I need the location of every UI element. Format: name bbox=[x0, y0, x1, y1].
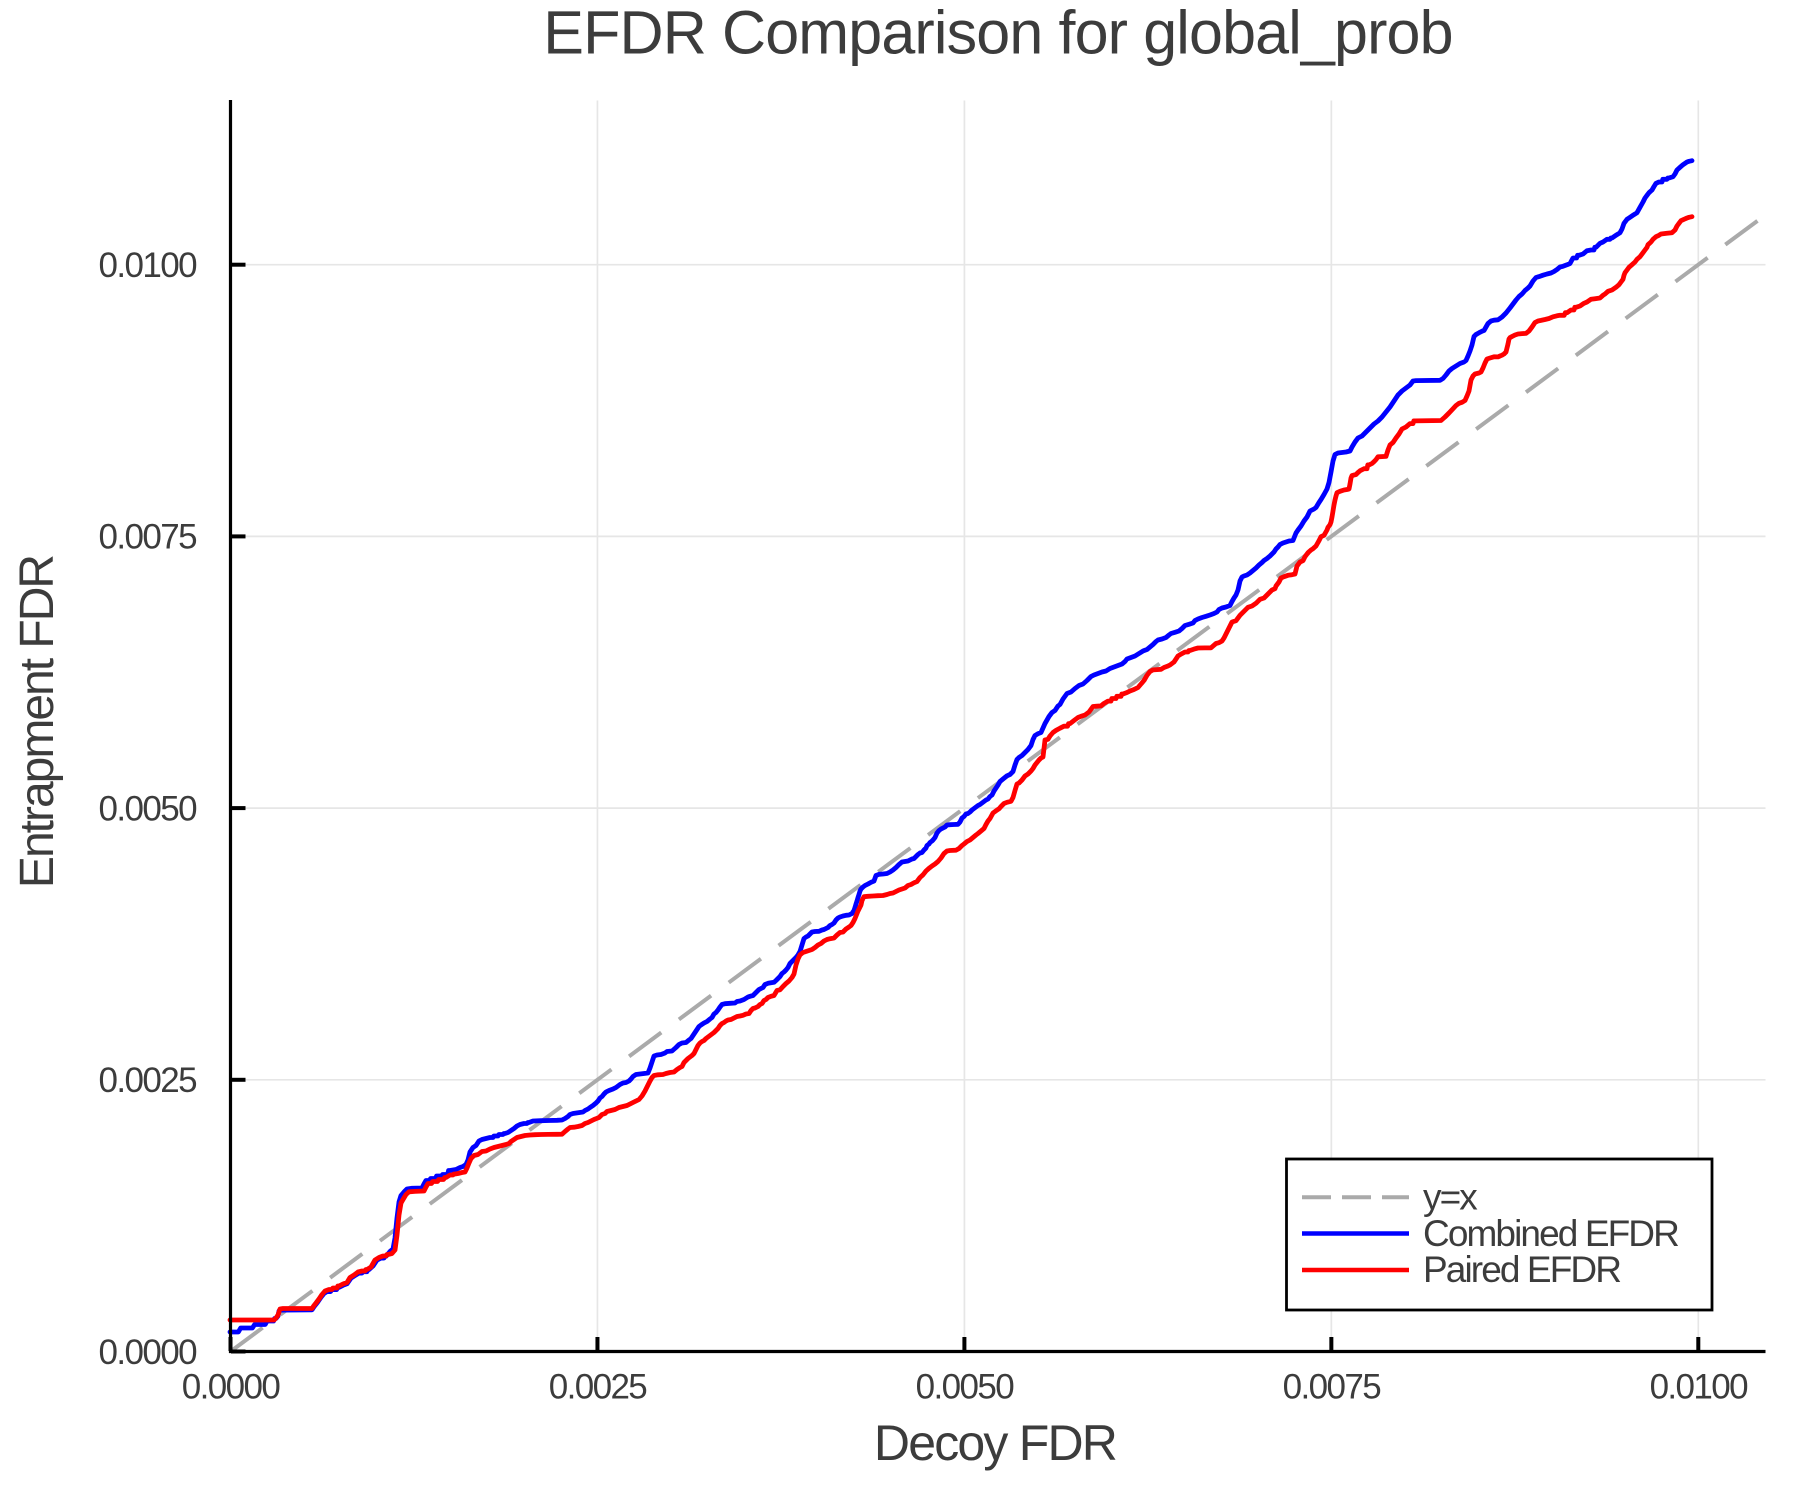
svg-text:Paired EFDR: Paired EFDR bbox=[1423, 1249, 1620, 1290]
svg-text:0.0075: 0.0075 bbox=[1283, 1368, 1381, 1407]
svg-text:0.0025: 0.0025 bbox=[549, 1368, 647, 1407]
svg-text:Entrapment FDR: Entrapment FDR bbox=[11, 556, 64, 888]
svg-text:0.0075: 0.0075 bbox=[99, 518, 197, 557]
svg-text:0.0050: 0.0050 bbox=[916, 1368, 1015, 1407]
svg-text:Decoy FDR: Decoy FDR bbox=[874, 1415, 1116, 1471]
svg-text:0.0050: 0.0050 bbox=[99, 789, 198, 828]
svg-text:0.0000: 0.0000 bbox=[182, 1368, 281, 1407]
svg-text:0.0100: 0.0100 bbox=[1650, 1368, 1749, 1407]
svg-text:0.0025: 0.0025 bbox=[99, 1061, 197, 1100]
svg-text:Combined EFDR: Combined EFDR bbox=[1423, 1213, 1678, 1254]
svg-text:0.0100: 0.0100 bbox=[99, 246, 198, 285]
svg-text:0.0000: 0.0000 bbox=[99, 1333, 198, 1372]
svg-text:EFDR Comparison for global_pro: EFDR Comparison for global_prob bbox=[543, 0, 1452, 67]
svg-text:y=x: y=x bbox=[1423, 1177, 1478, 1218]
